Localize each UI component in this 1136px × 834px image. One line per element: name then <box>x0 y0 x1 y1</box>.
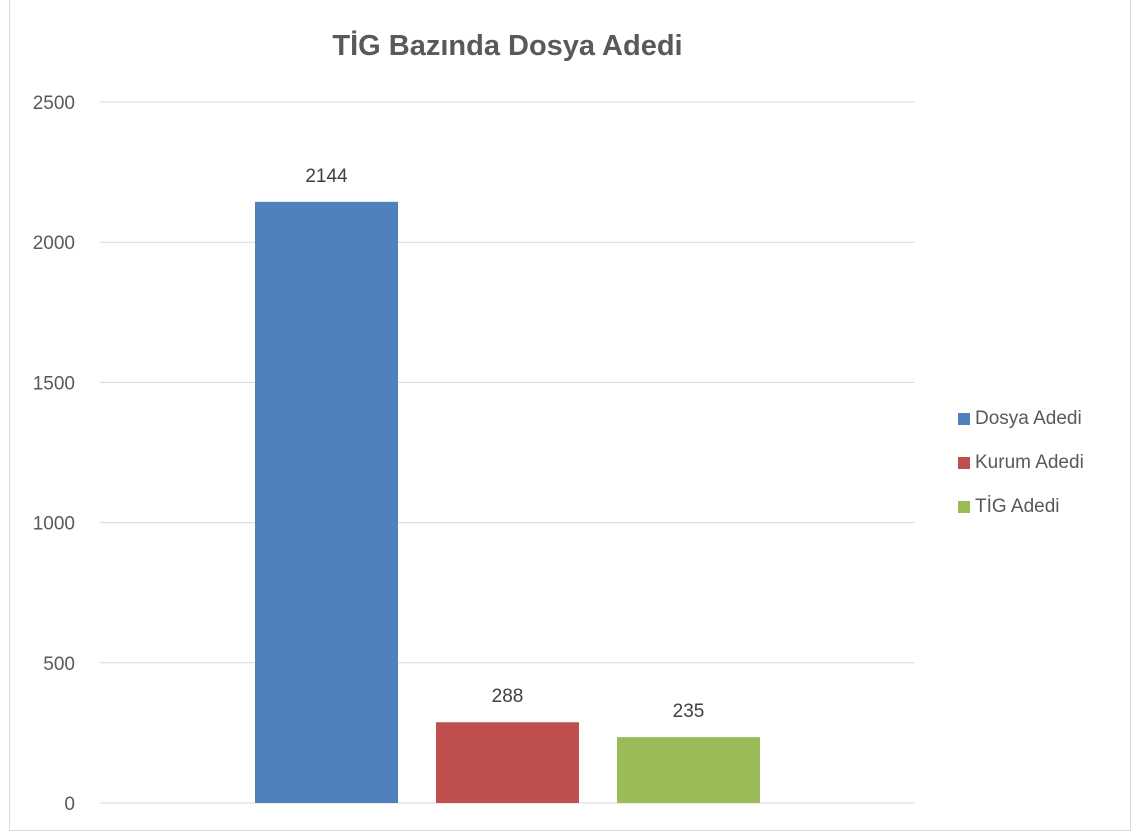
y-tick-label: 1000 <box>33 514 75 535</box>
bar <box>255 201 398 804</box>
legend-label: Dosya Adedi <box>975 408 1082 429</box>
y-tick-label: 2000 <box>33 233 75 254</box>
legend-item-kurum-adedi: Kurum Adedi <box>958 441 1084 485</box>
y-tick-label: 1500 <box>33 373 75 394</box>
legend-label: TİG Adedi <box>975 496 1060 517</box>
legend-item-tig-adedi: TİG Adedi <box>958 485 1084 529</box>
legend-label: Kurum Adedi <box>975 452 1084 473</box>
legend-swatch <box>958 413 970 425</box>
chart-title: TİG Bazında Dosya Adedi <box>332 30 683 62</box>
legend-item-dosya-adedi: Dosya Adedi <box>958 397 1084 441</box>
y-tick-label: 0 <box>64 794 75 815</box>
data-label: 288 <box>492 686 524 707</box>
y-tick-label: 500 <box>43 654 75 675</box>
y-tick-label: 2500 <box>33 93 75 114</box>
bar <box>617 737 760 803</box>
legend-swatch <box>958 501 970 513</box>
chart-frame <box>9 0 1131 831</box>
data-label: 2144 <box>305 166 348 187</box>
bar <box>436 722 579 803</box>
legend-swatch <box>958 457 970 469</box>
legend: Dosya Adedi Kurum Adedi TİG Adedi <box>958 397 1084 529</box>
data-label: 235 <box>673 701 705 722</box>
